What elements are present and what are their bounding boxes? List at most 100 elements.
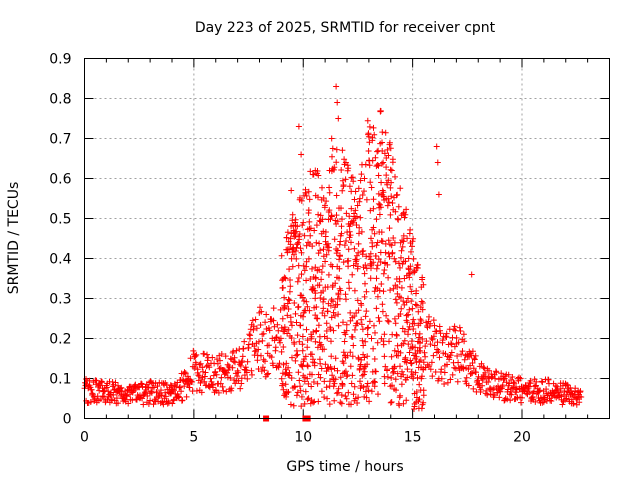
data-point (423, 338, 430, 345)
data-point (364, 331, 371, 338)
data-point (392, 208, 399, 215)
data-point (301, 267, 308, 274)
data-point (315, 172, 322, 179)
data-point (270, 317, 277, 324)
data-point (317, 212, 324, 219)
data-point (327, 216, 334, 223)
data-point (214, 360, 221, 367)
data-point (328, 366, 335, 373)
data-point (136, 384, 143, 391)
data-point (296, 231, 303, 237)
data-point (367, 250, 374, 257)
data-point (293, 244, 300, 251)
data-point (285, 296, 292, 303)
data-point (418, 317, 425, 324)
data-points (81, 83, 585, 422)
data-point (356, 230, 362, 237)
data-point (420, 387, 427, 394)
data-point (510, 384, 517, 391)
data-point (275, 364, 282, 371)
data-point (496, 394, 503, 401)
data-point (473, 369, 479, 376)
data-point (257, 304, 263, 311)
data-point (444, 361, 450, 368)
data-point (315, 194, 321, 201)
y-tick-label: 0.8 (49, 92, 71, 108)
data-point (368, 335, 375, 342)
data-point (139, 383, 146, 390)
data-point (304, 362, 311, 369)
data-point (340, 349, 347, 356)
data-point (386, 199, 392, 206)
data-point (407, 270, 414, 276)
data-point (406, 271, 412, 277)
data-point (337, 252, 343, 259)
data-point (367, 275, 374, 282)
data-point (325, 271, 332, 278)
data-point (212, 368, 219, 375)
data-point (308, 333, 315, 340)
data-point (385, 237, 392, 244)
data-point (259, 337, 266, 344)
data-point (287, 283, 294, 290)
data-point (331, 397, 338, 404)
data-point (165, 399, 172, 406)
data-point (366, 398, 373, 405)
data-point (345, 246, 352, 253)
data-point (278, 348, 285, 355)
data-point (310, 379, 317, 385)
data-point (285, 306, 292, 312)
data-point (206, 364, 213, 371)
data-point (386, 253, 393, 260)
data-point (361, 188, 367, 195)
data-point (304, 337, 311, 344)
data-point (346, 285, 353, 292)
data-point (218, 374, 225, 381)
data-point (235, 369, 242, 376)
data-point (559, 401, 566, 408)
data-point (298, 271, 305, 278)
data-point (398, 254, 404, 261)
data-point (292, 232, 299, 239)
data-point (231, 377, 237, 383)
data-point (421, 349, 428, 356)
data-point (312, 295, 319, 302)
data-point (369, 157, 376, 164)
data-point (295, 239, 302, 246)
data-point (460, 331, 467, 338)
data-point (384, 202, 391, 209)
data-point (303, 277, 310, 284)
data-point (419, 373, 425, 380)
data-point (373, 242, 380, 249)
data-point (332, 312, 338, 319)
data-point (408, 338, 415, 345)
data-point (316, 282, 323, 289)
data-point (112, 379, 119, 386)
data-point (434, 159, 441, 166)
data-point (190, 347, 197, 354)
data-point (503, 379, 510, 386)
data-point (508, 391, 515, 398)
data-point (281, 294, 288, 301)
data-point (387, 184, 394, 191)
data-point (367, 207, 374, 214)
data-point (318, 388, 325, 395)
data-point (398, 294, 404, 301)
data-point (548, 398, 555, 404)
data-point (327, 302, 334, 309)
data-point (210, 382, 217, 388)
data-point (238, 380, 245, 387)
data-point (318, 365, 325, 372)
data-point (284, 300, 291, 307)
data-point (471, 356, 478, 363)
data-point (320, 246, 327, 253)
data-point (385, 274, 392, 281)
data-point (316, 217, 323, 224)
data-point (349, 372, 356, 379)
data-point (303, 242, 310, 249)
data-point (337, 287, 344, 294)
data-point (253, 325, 260, 332)
data-point (370, 224, 377, 231)
data-point (348, 401, 354, 408)
data-point (210, 372, 217, 379)
